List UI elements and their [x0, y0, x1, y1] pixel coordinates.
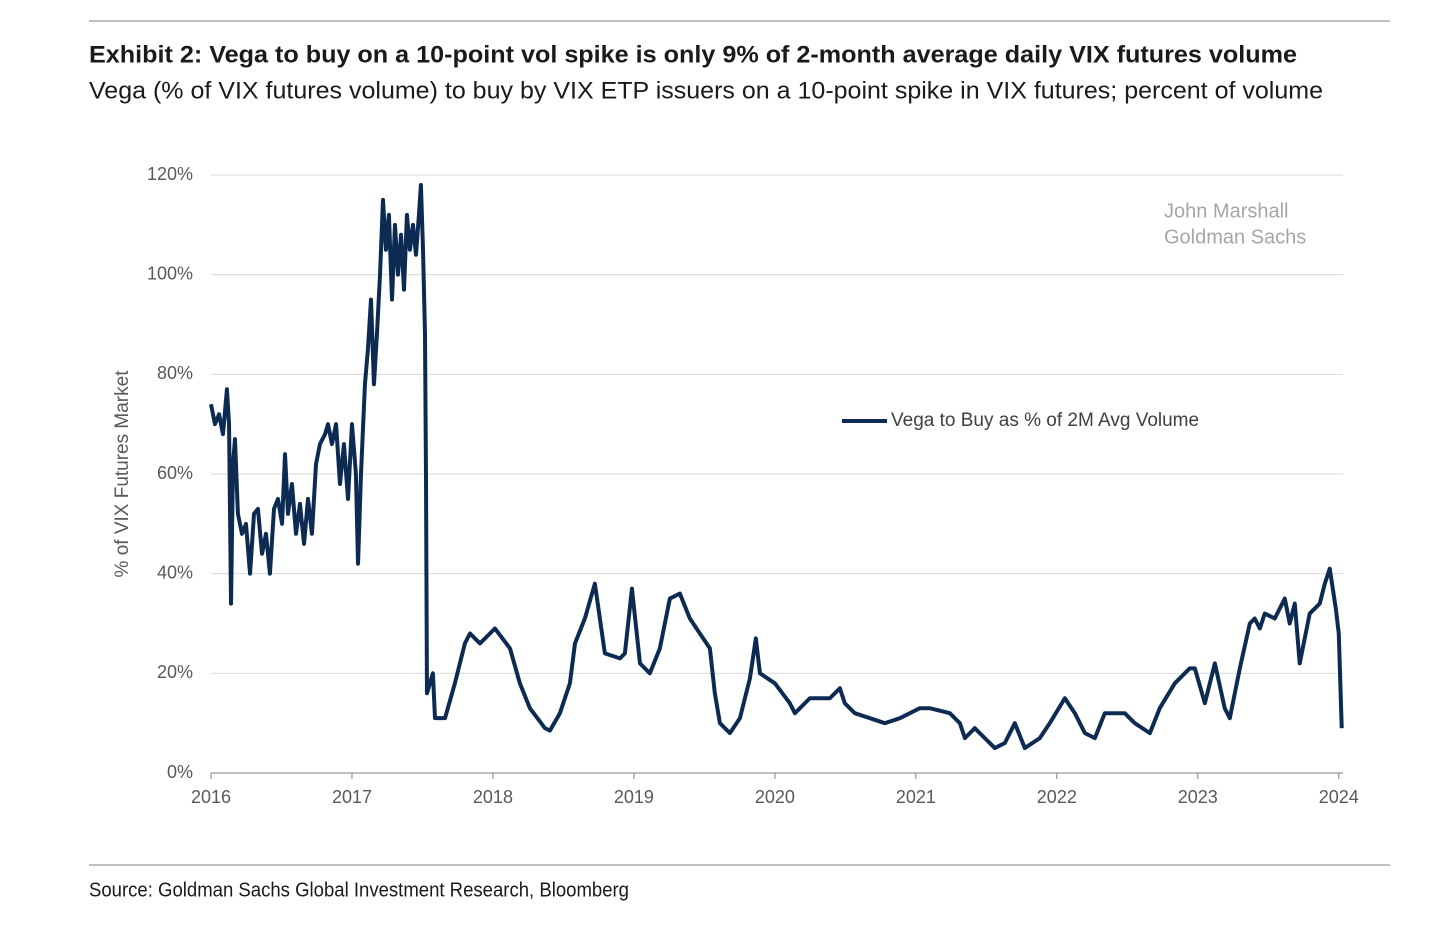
x-tick-label: 2021: [896, 787, 936, 807]
y-tick-label: 120%: [147, 164, 193, 184]
y-tick-label: 80%: [157, 363, 193, 383]
y-tick-label: 0%: [167, 762, 193, 782]
y-tick-label: 20%: [157, 662, 193, 682]
legend-label: Vega to Buy as % of 2M Avg Volume: [891, 410, 1199, 431]
x-tick-label: 2024: [1319, 787, 1359, 807]
x-tick-label: 2016: [191, 787, 231, 807]
chart-subtitle: Vega (% of VIX futures volume) to buy by…: [89, 77, 1323, 104]
x-tick-label: 2017: [332, 787, 372, 807]
x-tick-label: 2018: [473, 787, 513, 807]
x-tick-label: 2019: [614, 787, 654, 807]
annotation: Goldman Sachs: [1164, 226, 1306, 248]
y-tick-label: 40%: [157, 562, 193, 582]
x-tick-label: 2020: [755, 787, 795, 807]
y-tick-label: 100%: [147, 263, 193, 283]
x-tick-label: 2022: [1037, 787, 1077, 807]
x-tick-label: 2023: [1178, 787, 1218, 807]
y-axis-label: % of VIX Futures Market: [112, 370, 133, 578]
chart-title: Exhibit 2: Vega to buy on a 10-point vol…: [89, 41, 1297, 68]
y-tick-label: 60%: [157, 463, 193, 483]
annotation: John Marshall: [1164, 200, 1289, 222]
source-note: Source: Goldman Sachs Global Investment …: [89, 879, 629, 901]
data-line: [209, 182, 1344, 751]
